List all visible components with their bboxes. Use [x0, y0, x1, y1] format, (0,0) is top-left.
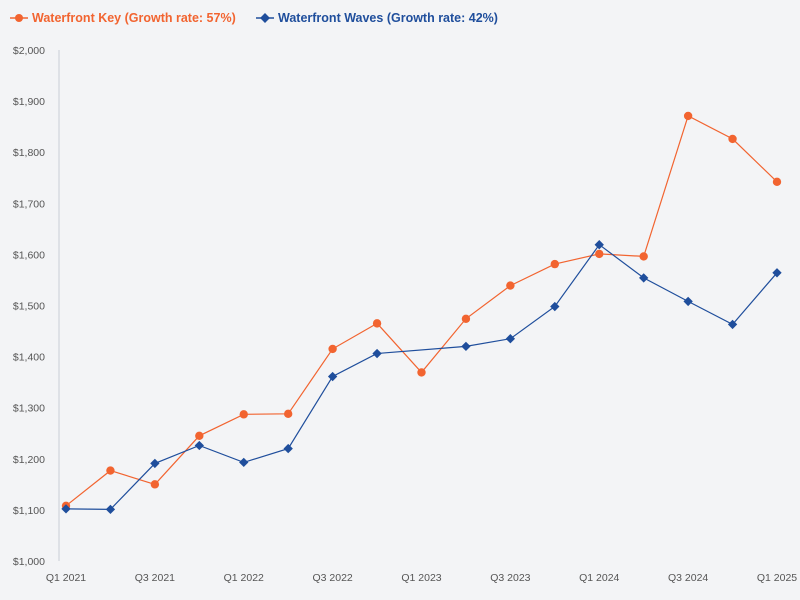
data-point[interactable]: [327, 371, 338, 382]
data-point[interactable]: [595, 249, 604, 259]
data-point[interactable]: [728, 134, 737, 144]
y-tick-label: $1,500: [13, 301, 45, 313]
y-tick-label: $1,100: [13, 505, 45, 517]
x-tick-label: Q3 2024: [668, 572, 708, 584]
data-point[interactable]: [150, 480, 160, 489]
data-point[interactable]: [772, 268, 782, 278]
data-point[interactable]: [106, 466, 115, 475]
legend-swatch-marker: [15, 14, 23, 22]
legend-label: Waterfront Waves (Growth rate: 42%): [278, 11, 498, 25]
x-tick-label: Q3 2022: [312, 572, 352, 584]
x-tick-label: Q1 2022: [224, 572, 264, 584]
y-tick-label: $1,200: [13, 454, 45, 466]
y-tick-label: $1,400: [13, 352, 45, 364]
data-point[interactable]: [505, 334, 516, 344]
data-point[interactable]: [594, 240, 604, 250]
y-tick-label: $1,900: [13, 96, 45, 108]
data-point[interactable]: [283, 443, 293, 454]
y-tick-label: $1,600: [13, 249, 45, 261]
y-tick-label: $2,000: [13, 45, 45, 57]
data-point[interactable]: [372, 348, 382, 359]
x-axis-ticks: Q1 2021 Q3 2021 Q1 2022 Q3 2022 Q1 2023 Q3 20…: [46, 572, 797, 584]
data-point[interactable]: [772, 177, 782, 187]
data-point[interactable]: [683, 296, 693, 307]
series-line: [65, 243, 778, 511]
y-axis-ticks: $1,000 $1,100 $1,200 $1,300 $1,400 $1,500 $1,6…: [13, 45, 45, 568]
data-point[interactable]: [239, 410, 248, 419]
data-point[interactable]: [639, 252, 648, 261]
x-tick-label: Q3 2023: [490, 572, 530, 584]
y-tick-label: $1,800: [13, 147, 45, 159]
y-tick-label: $1,700: [13, 198, 45, 210]
x-tick-label: Q1 2023: [401, 572, 441, 584]
legend-item-waterfront-key[interactable]: Waterfront Key (Growth rate: 57%): [10, 11, 236, 25]
x-tick-label: Q3 2021: [135, 572, 175, 584]
data-point[interactable]: [550, 301, 560, 312]
data-point[interactable]: [506, 281, 515, 290]
data-point[interactable]: [639, 273, 649, 283]
x-tick-label: Q1 2025: [757, 572, 797, 584]
data-point[interactable]: [550, 259, 560, 269]
legend-label: Waterfront Key (Growth rate: 57%): [32, 11, 236, 25]
data-point[interactable]: [417, 368, 426, 377]
data-point[interactable]: [195, 431, 204, 441]
x-tick-label: Q1 2021: [46, 572, 86, 584]
data-point[interactable]: [194, 440, 204, 451]
data-point[interactable]: [328, 344, 337, 354]
data-point[interactable]: [150, 458, 160, 469]
data-point[interactable]: [461, 314, 471, 323]
y-tick-label: $1,000: [13, 556, 45, 568]
data-point[interactable]: [239, 457, 249, 468]
legend-swatch-marker: [260, 13, 270, 23]
data-point[interactable]: [61, 504, 71, 514]
x-tick-label: Q1 2024: [579, 572, 619, 584]
data-point[interactable]: [105, 504, 116, 515]
y-tick-label: $1,300: [13, 403, 45, 415]
data-point[interactable]: [461, 341, 471, 352]
series-line: [65, 115, 778, 507]
legend: Waterfront Key (Growth rate: 57%) Waterf…: [10, 11, 498, 25]
legend-item-waterfront-waves[interactable]: Waterfront Waves (Growth rate: 42%): [256, 11, 498, 25]
data-point[interactable]: [283, 409, 293, 419]
data-point[interactable]: [683, 111, 693, 121]
plot-area: [61, 111, 782, 515]
data-point[interactable]: [372, 319, 382, 328]
